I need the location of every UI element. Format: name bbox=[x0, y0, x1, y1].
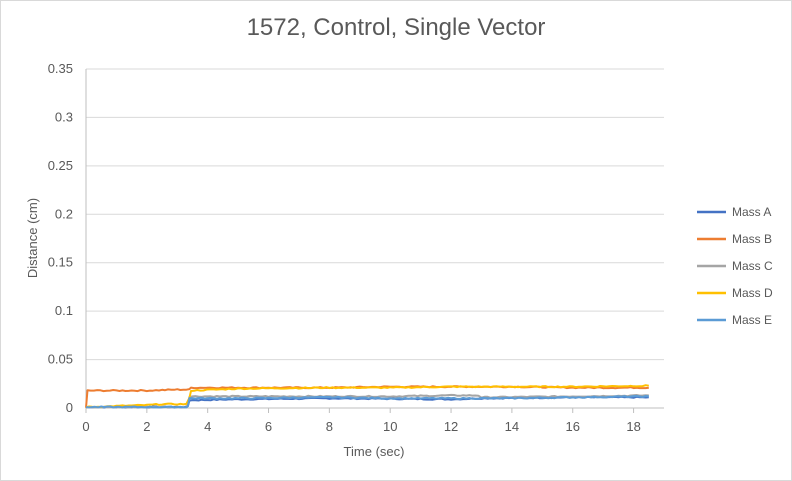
y-tick-labels: 0 0.05 0.1 0.15 0.2 0.25 0.3 0.35 bbox=[48, 61, 73, 415]
grid-lines bbox=[86, 68, 664, 361]
legend: Mass A Mass B Mass C Mass D Mass E bbox=[697, 205, 773, 327]
legend-item: Mass A bbox=[697, 205, 771, 219]
y-axis-title: Distance (cm) bbox=[25, 198, 40, 278]
y-tick-label: 0.15 bbox=[48, 255, 73, 270]
legend-label: Mass A bbox=[732, 205, 771, 219]
x-tick-label: 10 bbox=[383, 419, 397, 434]
x-tick-label: 12 bbox=[444, 419, 458, 434]
y-tick-label: 0.35 bbox=[48, 61, 73, 76]
x-axis-title: Time (sec) bbox=[344, 444, 405, 459]
y-tick-label: 0.2 bbox=[55, 206, 73, 221]
legend-label: Mass B bbox=[732, 232, 772, 246]
x-tick-label: 16 bbox=[566, 419, 580, 434]
legend-item: Mass C bbox=[697, 259, 773, 273]
x-tick-labels: 0 2 4 6 8 10 12 14 16 18 bbox=[82, 419, 640, 434]
legend-item: Mass E bbox=[697, 313, 772, 327]
legend-item: Mass D bbox=[697, 286, 773, 300]
chart-title: 1572, Control, Single Vector bbox=[246, 14, 546, 41]
y-tick-label: 0.3 bbox=[55, 109, 73, 124]
y-tick-label: 0 bbox=[66, 400, 73, 415]
x-tick-label: 4 bbox=[204, 419, 211, 434]
x-tick-label: 6 bbox=[265, 419, 272, 434]
legend-label: Mass D bbox=[732, 286, 773, 300]
series-lines bbox=[85, 384, 649, 409]
x-tick-label: 18 bbox=[626, 419, 640, 434]
series-line-mass-e bbox=[85, 395, 649, 409]
x-tick-label: 2 bbox=[143, 419, 150, 434]
x-tick-label: 0 bbox=[82, 419, 89, 434]
y-tick-label: 0.1 bbox=[55, 303, 73, 318]
series-line-mass-d bbox=[85, 384, 649, 409]
y-tick-label: 0.05 bbox=[48, 352, 73, 367]
x-tick-label: 14 bbox=[505, 419, 519, 434]
x-tick-label: 8 bbox=[326, 419, 333, 434]
axes bbox=[85, 69, 664, 413]
legend-label: Mass E bbox=[732, 313, 772, 327]
y-tick-label: 0.25 bbox=[48, 158, 73, 173]
legend-item: Mass B bbox=[697, 232, 772, 246]
legend-label: Mass C bbox=[732, 259, 773, 273]
